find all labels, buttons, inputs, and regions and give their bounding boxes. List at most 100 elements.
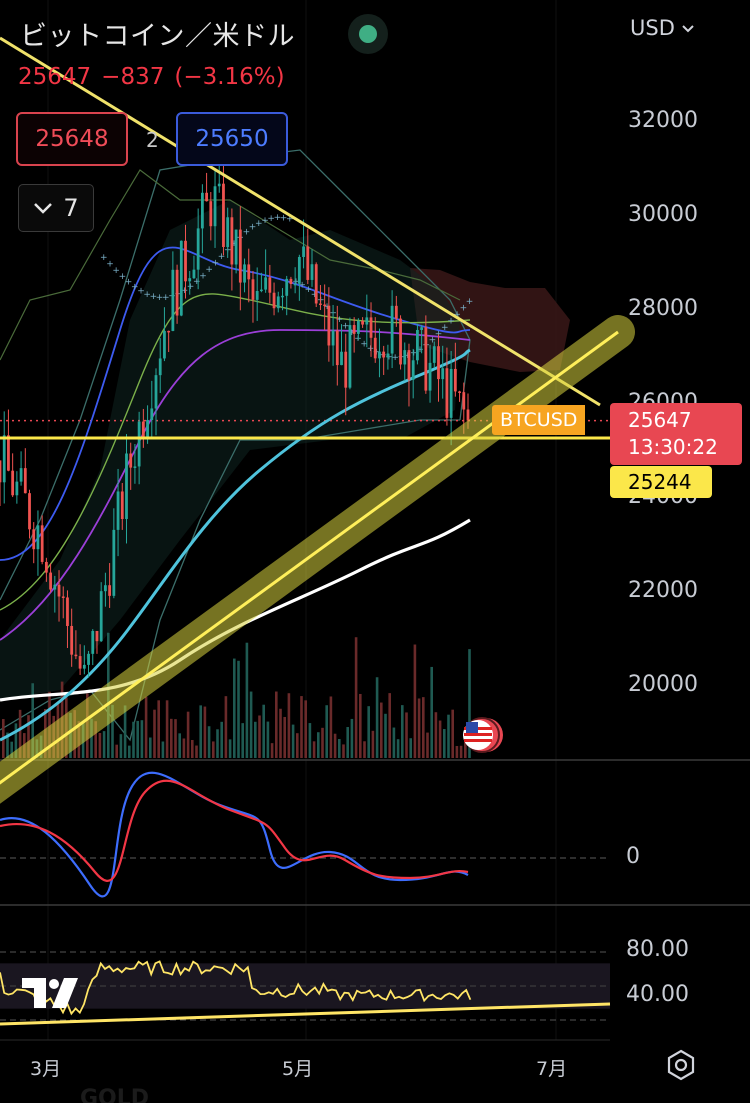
candle-body <box>293 283 297 286</box>
candle-body <box>141 421 145 438</box>
volume-bar <box>132 721 135 758</box>
psar-marker: + <box>416 345 424 355</box>
gear-icon[interactable] <box>664 1048 698 1082</box>
candle-body <box>437 346 440 380</box>
candle-body <box>146 419 149 438</box>
candle-body <box>61 596 65 598</box>
candle-body <box>344 351 348 388</box>
candle-body <box>466 409 470 421</box>
volume-bar <box>300 696 303 758</box>
volume-bar <box>275 691 278 758</box>
volume-bar <box>388 693 391 758</box>
candle-body <box>188 278 192 282</box>
candle-body <box>163 330 166 359</box>
volume-bar <box>237 660 240 758</box>
candle-body <box>129 453 133 468</box>
candle-body <box>458 391 461 393</box>
volume-bar <box>6 732 9 758</box>
volume-bar <box>371 730 375 758</box>
volume-bar <box>245 642 249 758</box>
buy-button[interactable]: 25650 <box>176 112 288 166</box>
macd-signal-line <box>0 779 469 882</box>
last-price-tag: 25647 13:30:22 <box>610 403 742 465</box>
candle-body <box>399 318 402 365</box>
volume-bar <box>413 644 417 758</box>
symbol-title[interactable]: ビットコイン／米ドル <box>20 21 295 52</box>
rsi-trendline <box>0 1002 611 1026</box>
candle-body <box>365 317 369 325</box>
watermark-text: GOLD <box>80 1086 150 1103</box>
indicators-toggle-button[interactable]: 7 <box>18 184 94 232</box>
volume-bar <box>291 724 295 758</box>
chevron-down-icon <box>681 25 694 33</box>
candle-body <box>285 278 289 296</box>
candle-body <box>268 277 272 293</box>
candle-body <box>150 408 154 420</box>
volume-bar <box>195 745 198 758</box>
volume-bar <box>161 741 165 758</box>
psar-marker: + <box>230 239 238 249</box>
candle-body <box>205 192 208 202</box>
candle-body <box>230 217 234 265</box>
currency-label: USD <box>630 16 675 40</box>
psar-marker: + <box>243 227 251 237</box>
psar-marker: + <box>267 214 275 224</box>
candle-body <box>386 353 390 358</box>
candle-body <box>213 186 217 227</box>
psar-marker: + <box>162 293 170 303</box>
candle-body <box>2 435 6 483</box>
psar-marker: + <box>447 317 455 327</box>
volume-bar <box>233 658 236 758</box>
candle-body <box>416 329 419 361</box>
candle-body <box>234 229 238 265</box>
psar-marker: + <box>131 283 139 293</box>
volume-bar <box>325 705 328 758</box>
candle-body <box>133 466 137 468</box>
volume-bar <box>266 721 270 758</box>
volume-bar <box>170 718 173 758</box>
volume-bar <box>396 739 400 758</box>
candle-body <box>11 470 15 496</box>
candle-body <box>49 572 52 590</box>
psar-marker: + <box>348 328 356 338</box>
candle-body <box>95 630 99 642</box>
us-flag-icon[interactable] <box>460 715 503 755</box>
volume-bar <box>451 709 454 758</box>
candle-body <box>373 337 377 359</box>
candle-body <box>120 491 124 520</box>
volume-bar <box>10 741 13 758</box>
volume-bar <box>111 704 114 758</box>
candle-body <box>306 246 310 280</box>
time-axis-tick: 7月 <box>536 1058 568 1080</box>
rsi-line <box>0 960 472 1016</box>
volume-bar <box>14 723 18 758</box>
volume-bar <box>174 719 177 758</box>
volume-bar <box>199 705 202 758</box>
volume-bar <box>254 721 257 758</box>
volume-bar <box>279 708 282 758</box>
psar-marker: + <box>137 287 145 297</box>
psar-marker: + <box>453 310 461 320</box>
volume-bar <box>422 697 425 758</box>
candle-body <box>116 491 120 530</box>
candle-body <box>369 317 373 338</box>
sell-button[interactable]: 25648 <box>16 112 128 166</box>
candle-body <box>226 217 230 248</box>
volume-bar <box>338 739 341 758</box>
candle-body <box>462 392 466 410</box>
candle-body <box>394 305 398 319</box>
candle-body <box>222 183 225 248</box>
volume-bar <box>207 726 211 758</box>
psar-marker: + <box>100 253 108 263</box>
psar-marker: + <box>286 215 294 225</box>
candle-body <box>449 368 453 418</box>
currency-selector[interactable]: USD <box>630 16 694 40</box>
candle-body <box>310 264 314 280</box>
candle-body <box>23 468 27 494</box>
volume-bar <box>438 720 442 758</box>
volume-bar <box>262 704 265 758</box>
volume-bar <box>165 700 169 758</box>
volume-bar <box>367 706 370 758</box>
psar-marker: + <box>429 335 437 345</box>
